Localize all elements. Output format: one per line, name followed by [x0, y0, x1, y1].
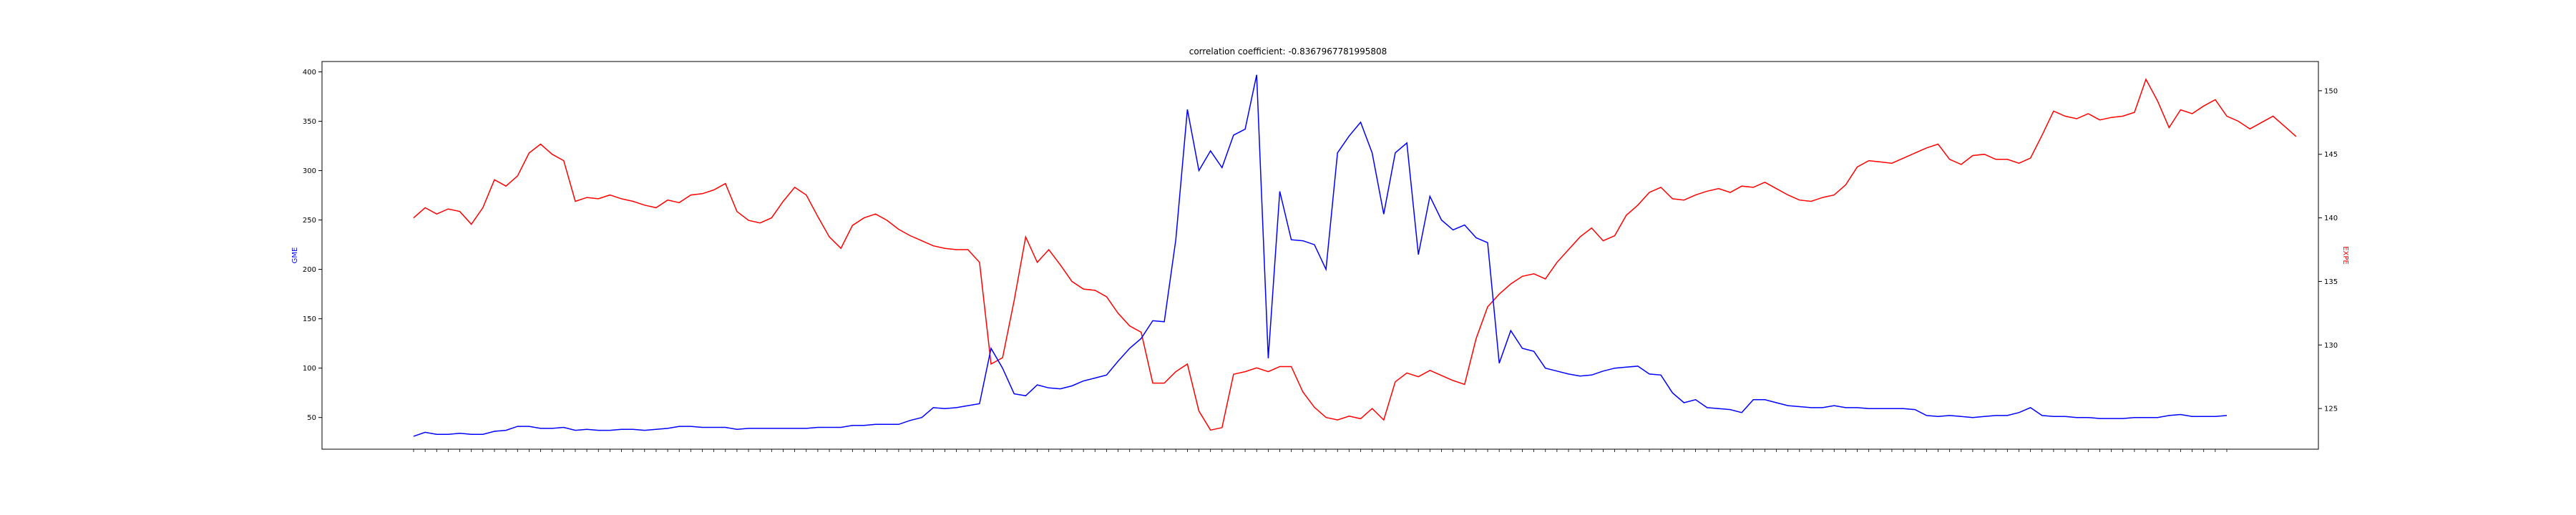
right-y-tick-label: 130 [2324, 342, 2338, 350]
left-y-tick-label: 100 [303, 365, 316, 373]
series-line-gme [413, 74, 2228, 437]
left-y-tick-label: 400 [303, 69, 316, 77]
right-y-axis: 125 130 135 140 145 150 [2318, 87, 2338, 413]
y-axis-label-left: GME [291, 247, 299, 264]
left-y-tick-label: 200 [303, 266, 316, 274]
right-y-tick-label: 140 [2324, 215, 2338, 222]
chart-title: correlation coefficient: -0.836796778199… [1189, 46, 1387, 57]
left-y-tick-label: 150 [303, 315, 316, 323]
left-y-tick-label: 300 [303, 167, 316, 175]
right-y-tick-label: 125 [2324, 406, 2338, 413]
right-y-tick-label: 150 [2324, 87, 2338, 95]
x-axis [413, 449, 2228, 452]
right-y-tick-label: 135 [2324, 278, 2338, 286]
plot-frame [321, 61, 2319, 450]
left-y-tick-label: 350 [303, 118, 316, 126]
y-axis-label-right: EXPE [2341, 246, 2349, 265]
series-line-expe [413, 78, 2297, 431]
left-y-axis: 50 100 150 200 250 300 350 400 [303, 69, 322, 422]
right-y-tick-label: 145 [2324, 151, 2338, 159]
left-y-tick-label: 50 [307, 414, 316, 422]
left-y-tick-label: 250 [303, 217, 316, 225]
